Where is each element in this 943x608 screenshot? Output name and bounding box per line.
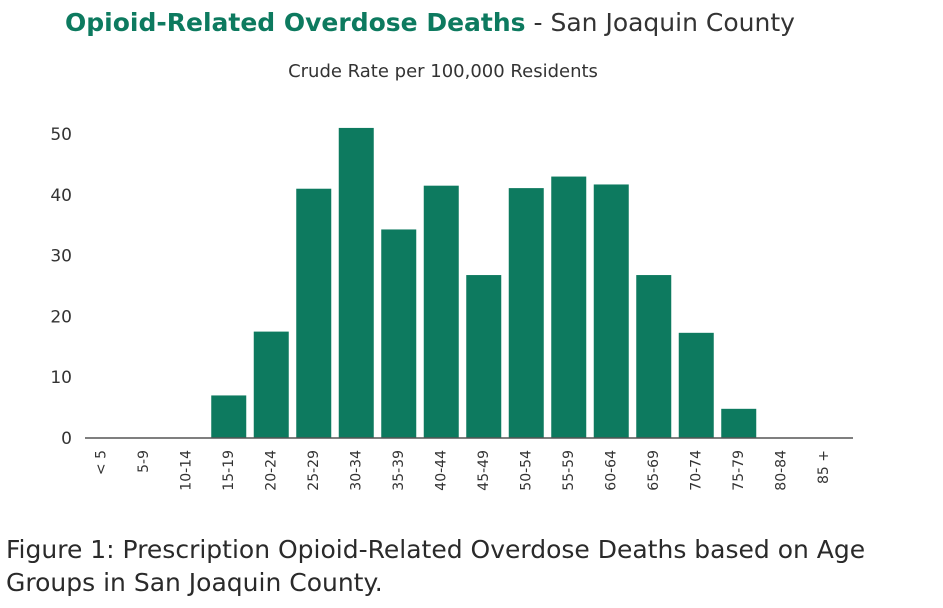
chart-title-main: Opioid-Related Overdose Deaths [65,8,526,37]
x-tick-label: 30-34 [348,450,364,491]
x-tick-label: 5-9 [136,450,152,473]
x-tick-label: 70-74 [688,450,704,491]
bar [381,229,417,438]
bar [423,185,459,438]
y-tick-label: 50 [50,125,72,145]
bar [636,275,672,438]
x-tick-label: 40-44 [433,450,449,491]
chart-subtitle: Crude Rate per 100,000 Residents [288,61,598,82]
figure-caption: Figure 1: Prescription Opioid-Related Ov… [6,535,866,597]
y-tick-label: 30 [50,247,72,267]
bar-chart: Opioid-Related Overdose Deaths - San Joa… [50,8,853,491]
bars [211,127,757,439]
x-tick-label: 10-14 [178,450,194,491]
x-tick-label: 20-24 [263,450,279,491]
bar [253,331,289,438]
x-tick-label: 45-49 [476,450,492,491]
x-tick-label: 55-59 [561,450,577,491]
x-tick-label: 35-39 [391,450,407,491]
bar [466,275,502,438]
x-tick-label: 15-19 [221,450,237,491]
bar [508,188,544,438]
y-axis-ticks: 0 10 20 30 40 50 [50,125,72,449]
bar [678,332,714,438]
bar [296,188,332,438]
y-tick-label: 20 [50,307,72,327]
chart-title: Opioid-Related Overdose Deaths - San Joa… [65,8,795,37]
bar [721,408,757,438]
x-tick-label: 75-79 [731,450,747,491]
y-tick-label: 10 [50,368,72,388]
x-tick-label: 65-69 [646,450,662,491]
chart-title-suffix: - San Joaquin County [526,8,796,37]
x-tick-label: < 5 [93,450,109,475]
x-tick-label: 60-64 [603,450,619,491]
bar [593,184,629,438]
x-axis-ticks: < 5 5-9 10-14 15-19 20-24 25-29 30-34 35-39 40-4… [93,450,832,491]
x-tick-label: 50-54 [518,450,534,491]
x-tick-label: 85 + [816,450,832,484]
x-tick-label: 25-29 [306,450,322,491]
bar [338,127,374,439]
bar [211,395,247,438]
x-tick-label: 80-84 [773,450,789,491]
y-tick-label: 40 [50,186,72,206]
y-tick-label: 0 [61,429,72,449]
bar [551,176,587,438]
